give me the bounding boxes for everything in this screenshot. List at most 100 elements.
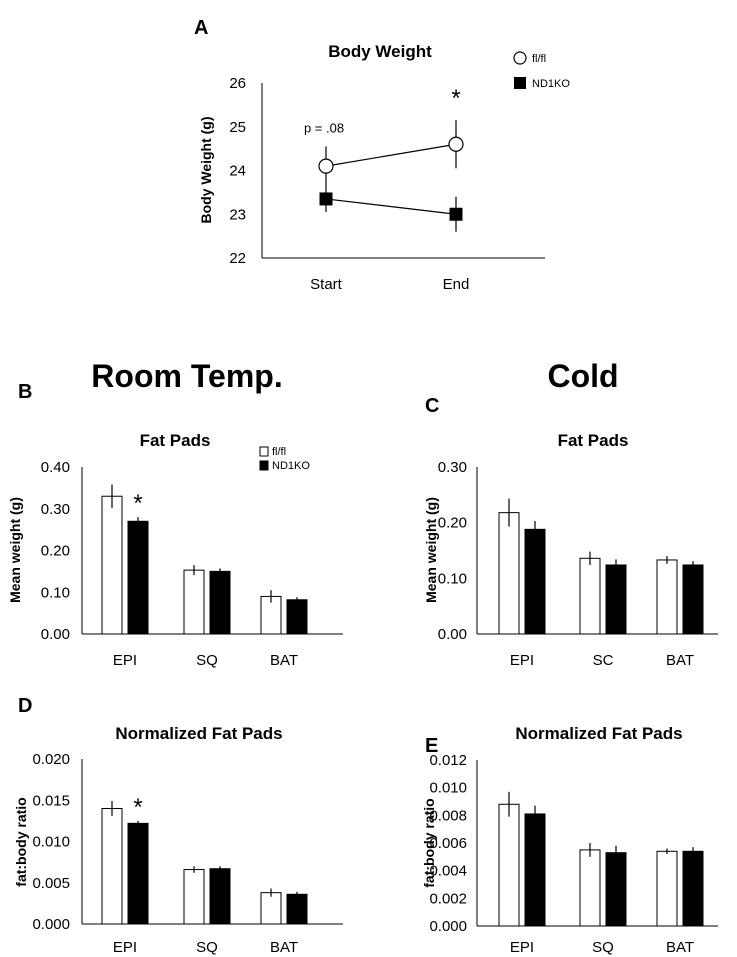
legend-label: ND1KO [272,460,310,472]
legend-label: fl/fl [532,53,546,65]
panel-a: A Body Weight Body Weight (g) 22 23 24 25 26 Sta… [194,17,570,293]
y-tick-label: 0.30 [438,459,467,476]
chart-title: Fat Pads [558,431,629,450]
cold-heading: Cold [547,358,618,394]
y-tick-label: 26 [229,75,246,92]
x-tick-label: BAT [666,652,694,669]
bar-flfl [101,495,123,635]
y-tick-label: 0.40 [41,459,70,476]
y-tick-label: 24 [229,163,246,180]
y-tick-label: 0.006 [429,835,467,852]
legend-label: ND1KO [532,78,570,90]
bar-flfl [656,850,678,927]
y-tick-label: 0.015 [32,792,70,809]
panel-label: E [425,735,438,757]
bar-flfl [579,557,601,635]
legend-swatch [259,446,269,457]
bar-nd1ko [524,528,546,635]
panel-b: B Fat Pads Mean weight (g) 0.00 0.10 0.20 0.30… [7,381,343,669]
bar-nd1ko [524,813,546,927]
panel-label: B [18,381,32,403]
bar-flfl [260,892,282,925]
x-tick-label: EPI [113,939,137,956]
x-tick-label: BAT [270,652,298,669]
panel-label: D [18,695,32,717]
x-tick-label: SC [593,652,614,669]
bar-nd1ko [127,520,149,635]
bar-flfl [183,869,205,925]
bar-nd1ko [605,564,627,635]
significance-star: * [451,85,460,112]
x-tick-label: End [443,276,470,293]
bar-flfl [498,512,520,635]
y-tick-label: 0.004 [429,863,467,880]
y-axis-label: fat:body ratio [421,798,437,887]
bar-nd1ko [209,868,231,925]
point-nd1ko [449,207,463,221]
room-temp-heading: Room Temp. [91,358,282,394]
bar-flfl [498,803,520,927]
y-tick-label: 0.012 [429,752,467,769]
panel-label: A [194,17,208,39]
y-tick-label: 0.10 [41,584,70,601]
y-tick-label: 0.10 [438,570,467,587]
x-tick-label: EPI [510,939,534,956]
bar-nd1ko [605,852,627,927]
point-flfl [318,158,334,174]
bar-nd1ko [209,570,231,635]
significance-star: * [133,794,142,821]
y-tick-label: 0.005 [32,875,70,892]
significance-star: * [133,490,142,517]
y-tick-label: 0.020 [32,751,70,768]
y-tick-label: 22 [229,250,246,267]
y-tick-label: 0.00 [438,626,467,643]
x-tick-label: Start [310,276,343,293]
y-tick-label: 0.000 [32,916,70,933]
y-tick-label: 0.20 [41,543,70,560]
y-tick-label: 0.010 [32,834,70,851]
legend-swatch [513,51,527,65]
y-tick-label: 23 [229,206,246,223]
y-axis-label: Body Weight (g) [198,116,214,223]
y-tick-label: 0.00 [41,626,70,643]
bar-nd1ko [682,850,704,927]
p-value-annotation: p = .08 [304,120,344,135]
y-tick-label: 25 [229,119,246,136]
x-tick-label: EPI [510,652,534,669]
bar-flfl [183,569,205,635]
bar-flfl [656,559,678,635]
chart-title: Body Weight [328,42,432,61]
panel-label: C [425,395,439,417]
x-tick-label: EPI [113,652,137,669]
y-tick-label: 0.002 [429,890,467,907]
y-tick-label: 0.010 [429,780,467,797]
chart-title: Fat Pads [140,431,211,450]
y-axis-label: Mean weight (g) [7,497,23,603]
x-tick-label: BAT [666,939,694,956]
bar-nd1ko [682,564,704,635]
chart-title: Normalized Fat Pads [515,724,682,743]
point-flfl [448,136,464,152]
legend-swatch [259,460,269,471]
y-axis-label: fat:body ratio [13,797,29,886]
panel-d: D Normalized Fat Pads fat:body ratio 0.000 0… [13,695,343,956]
legend-swatch [514,77,526,89]
panel-c: C Fat Pads Mean weight (g) 0.00 0.10 0.20 0.30… [423,395,718,669]
y-tick-label: 0.20 [438,515,467,532]
y-tick-label: 0.30 [41,501,70,518]
y-axis-label: Mean weight (g) [423,497,439,603]
x-tick-label: BAT [270,939,298,956]
bar-nd1ko [127,822,149,925]
point-nd1ko [319,192,333,206]
x-tick-label: SQ [196,652,218,669]
y-tick-label: 0.008 [429,807,467,824]
x-tick-label: SQ [196,939,218,956]
bar-flfl [101,808,123,925]
legend-label: fl/fl [272,446,286,458]
x-tick-label: SQ [592,939,614,956]
y-tick-label: 0.000 [429,918,467,935]
bar-nd1ko [286,599,308,635]
panel-e: E Normalized Fat Pads fat:body ratio 0.000 0… [421,724,718,956]
bar-flfl [579,849,601,927]
